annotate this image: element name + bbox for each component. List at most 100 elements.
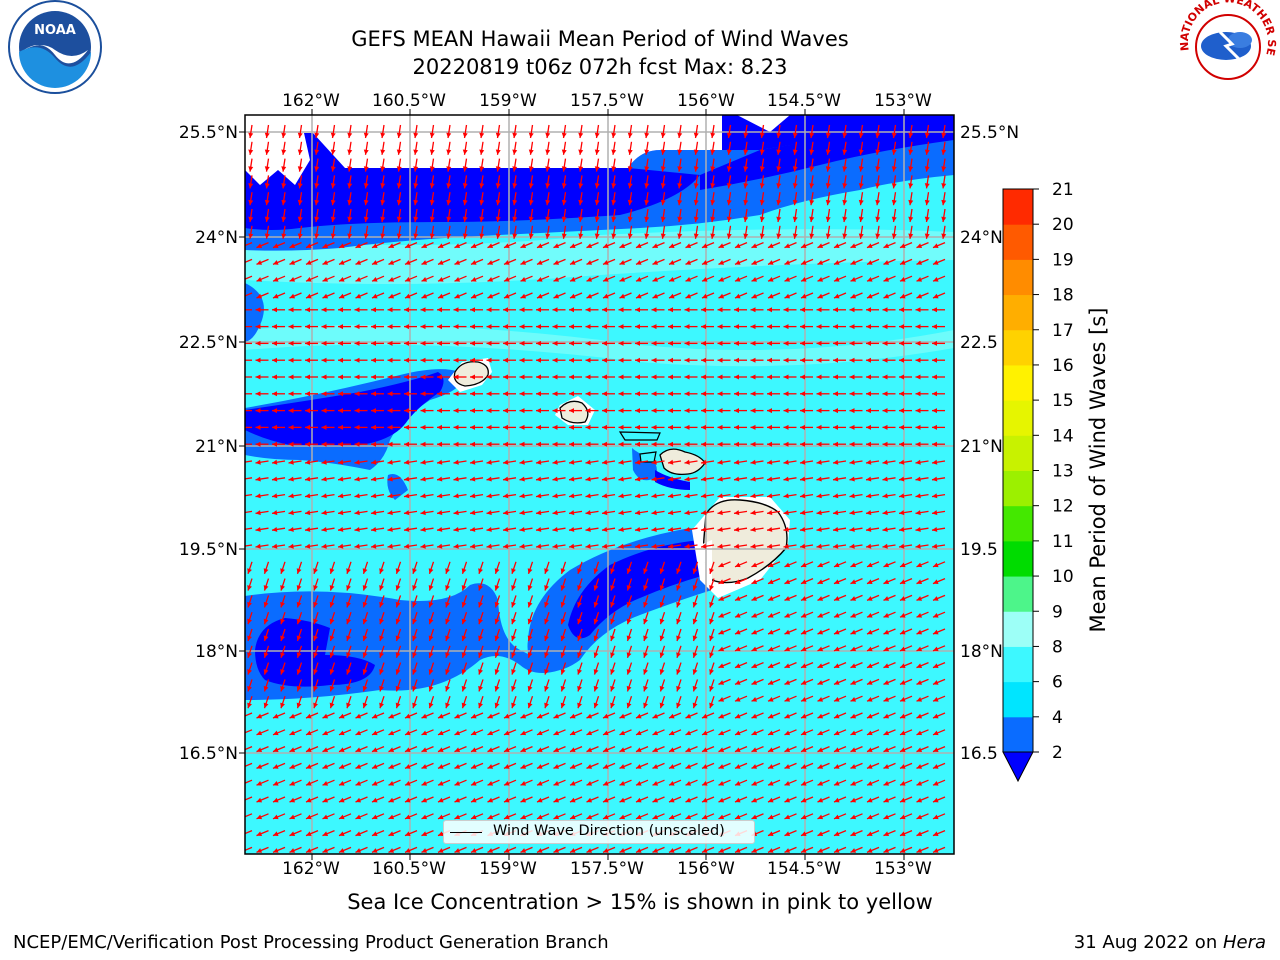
wind-wave-arrowhead — [313, 568, 318, 574]
wind-wave-arrowhead — [668, 476, 674, 482]
wind-wave-arrowhead — [685, 713, 692, 719]
wind-wave-arrowhead — [437, 307, 442, 313]
wind-wave-arrowhead — [428, 702, 434, 709]
wind-wave-arrowhead — [461, 635, 467, 641]
wind-wave-arrowhead — [388, 276, 395, 282]
wind-wave-arrowhead — [652, 243, 659, 248]
wind-wave-arrowhead — [750, 324, 756, 330]
wind-wave-arrowhead — [734, 391, 739, 397]
wind-wave-arrowhead — [321, 340, 327, 346]
wind-wave-arrowhead — [676, 618, 681, 625]
map-frame — [244, 114, 955, 855]
wind-wave-arrowhead — [395, 669, 401, 675]
wind-wave-arrowhead — [552, 493, 558, 499]
wind-wave-arrowhead — [395, 618, 401, 625]
wind-wave-arrowhead — [817, 243, 824, 248]
wind-wave-arrowhead — [428, 601, 434, 608]
wind-wave-arrowhead — [941, 233, 947, 239]
wind-wave-arrowhead — [659, 618, 665, 625]
wind-wave-arrowhead — [916, 260, 923, 265]
wind-wave-arrowhead — [305, 543, 311, 549]
wind-wave-arrowhead — [651, 476, 657, 482]
wind-wave-arrowhead — [882, 374, 888, 380]
wind-wave-arrowhead — [751, 260, 758, 265]
wind-wave-arrowhead — [347, 183, 353, 189]
wind-wave-arrowhead — [512, 166, 518, 172]
wind-wave-arrowhead — [263, 669, 269, 675]
wind-wave-arrowhead — [751, 814, 758, 820]
wind-wave-arrowhead — [916, 663, 923, 668]
wind-wave-arrowhead — [296, 652, 302, 658]
wind-wave-arrowhead — [288, 476, 294, 482]
wind-wave-arrowhead — [767, 374, 772, 380]
wind-wave-arrowhead — [429, 166, 435, 172]
wind-wave-arrowhead — [635, 408, 640, 414]
wind-wave-arrowhead — [544, 585, 549, 591]
wind-wave-arrowhead — [866, 476, 872, 482]
wind-wave-arrowhead — [362, 601, 368, 608]
wind-wave-arrowhead — [717, 543, 723, 549]
wind-wave-arrowhead — [610, 585, 615, 591]
wind-wave-arrowhead — [453, 408, 459, 414]
wind-wave-arrowhead — [314, 132, 320, 138]
wind-wave-arrowhead — [759, 149, 765, 155]
wind-wave-arrowhead — [527, 702, 533, 709]
ocean-low-period-region — [568, 540, 705, 639]
wind-wave-arrowhead — [512, 149, 518, 155]
wind-wave-arrowhead — [783, 374, 789, 380]
wind-wave-arrow — [245, 745, 253, 751]
wind-wave-arrowhead — [273, 713, 279, 719]
wind-wave-arrowhead — [248, 199, 254, 206]
wind-wave-arrowhead — [247, 685, 252, 692]
wind-wave-arrowhead — [750, 307, 756, 313]
wind-wave-arrowhead — [272, 526, 278, 532]
wind-wave-arrowhead — [486, 510, 492, 516]
wind-wave-arrowhead — [570, 276, 576, 282]
wind-wave-arrowhead — [702, 243, 708, 248]
lat-tick-label: 18°N — [195, 642, 238, 662]
wind-wave-arrowhead — [882, 459, 888, 465]
wind-wave-arrowhead — [767, 357, 772, 363]
wind-wave-arrowhead — [495, 233, 501, 239]
wind-wave-arrowhead — [512, 132, 518, 138]
wind-wave-arrowhead — [702, 797, 708, 803]
colorbar-tick-label: 9 — [1052, 602, 1063, 622]
wind-wave-arrowhead — [734, 408, 739, 414]
wind-wave-arrowhead — [636, 713, 642, 719]
wind-wave-arrowhead — [669, 260, 675, 265]
no-data-region — [245, 115, 954, 168]
wind-wave-arrowhead — [363, 183, 369, 189]
wind-wave-arrowhead — [915, 526, 921, 532]
colorbar-tick-label: 21 — [1052, 180, 1074, 200]
wind-wave-arrowhead — [405, 831, 411, 836]
wind-wave-arrowhead — [371, 476, 377, 482]
wind-wave-arrowhead — [768, 663, 774, 668]
wind-wave-arrowhead — [454, 814, 461, 820]
wind-wave-arrowhead — [338, 543, 344, 549]
wind-wave-arrowhead — [684, 441, 690, 447]
wind-wave-arrowhead — [594, 216, 600, 222]
wind-wave-arrowhead — [420, 424, 426, 430]
wind-wave-arrowhead — [453, 374, 459, 380]
map-subtitle: 20220819 t06z 072h fcst Max: 8.23 — [412, 55, 788, 79]
wind-wave-arrowhead — [941, 166, 947, 172]
lat-tick-label: 24°N — [195, 228, 238, 248]
wind-wave-arrowhead — [849, 374, 855, 380]
wind-wave-arrowhead — [288, 526, 294, 532]
wind-wave-arrowhead — [355, 797, 362, 803]
wind-wave-arrow — [245, 796, 253, 801]
wind-wave-arrowhead — [924, 166, 930, 172]
wind-wave-arrowhead — [247, 585, 252, 591]
colorbar-tick-label: 10 — [1052, 567, 1074, 587]
wind-wave-arrowhead — [405, 276, 411, 282]
wind-wave-arrowhead — [660, 183, 666, 189]
wind-wave-arrowhead — [528, 166, 534, 172]
wind-wave-arrowhead — [883, 243, 890, 248]
wind-wave-arrowhead — [849, 510, 855, 516]
wind-wave-arrowhead — [586, 780, 593, 786]
wind-wave-arrowhead — [867, 797, 873, 803]
wind-wave-arrowhead — [396, 233, 402, 239]
wind-wave-arrowhead — [329, 702, 335, 709]
wind-wave-arrowhead — [593, 685, 599, 692]
wind-wave-arrowhead — [412, 635, 417, 641]
